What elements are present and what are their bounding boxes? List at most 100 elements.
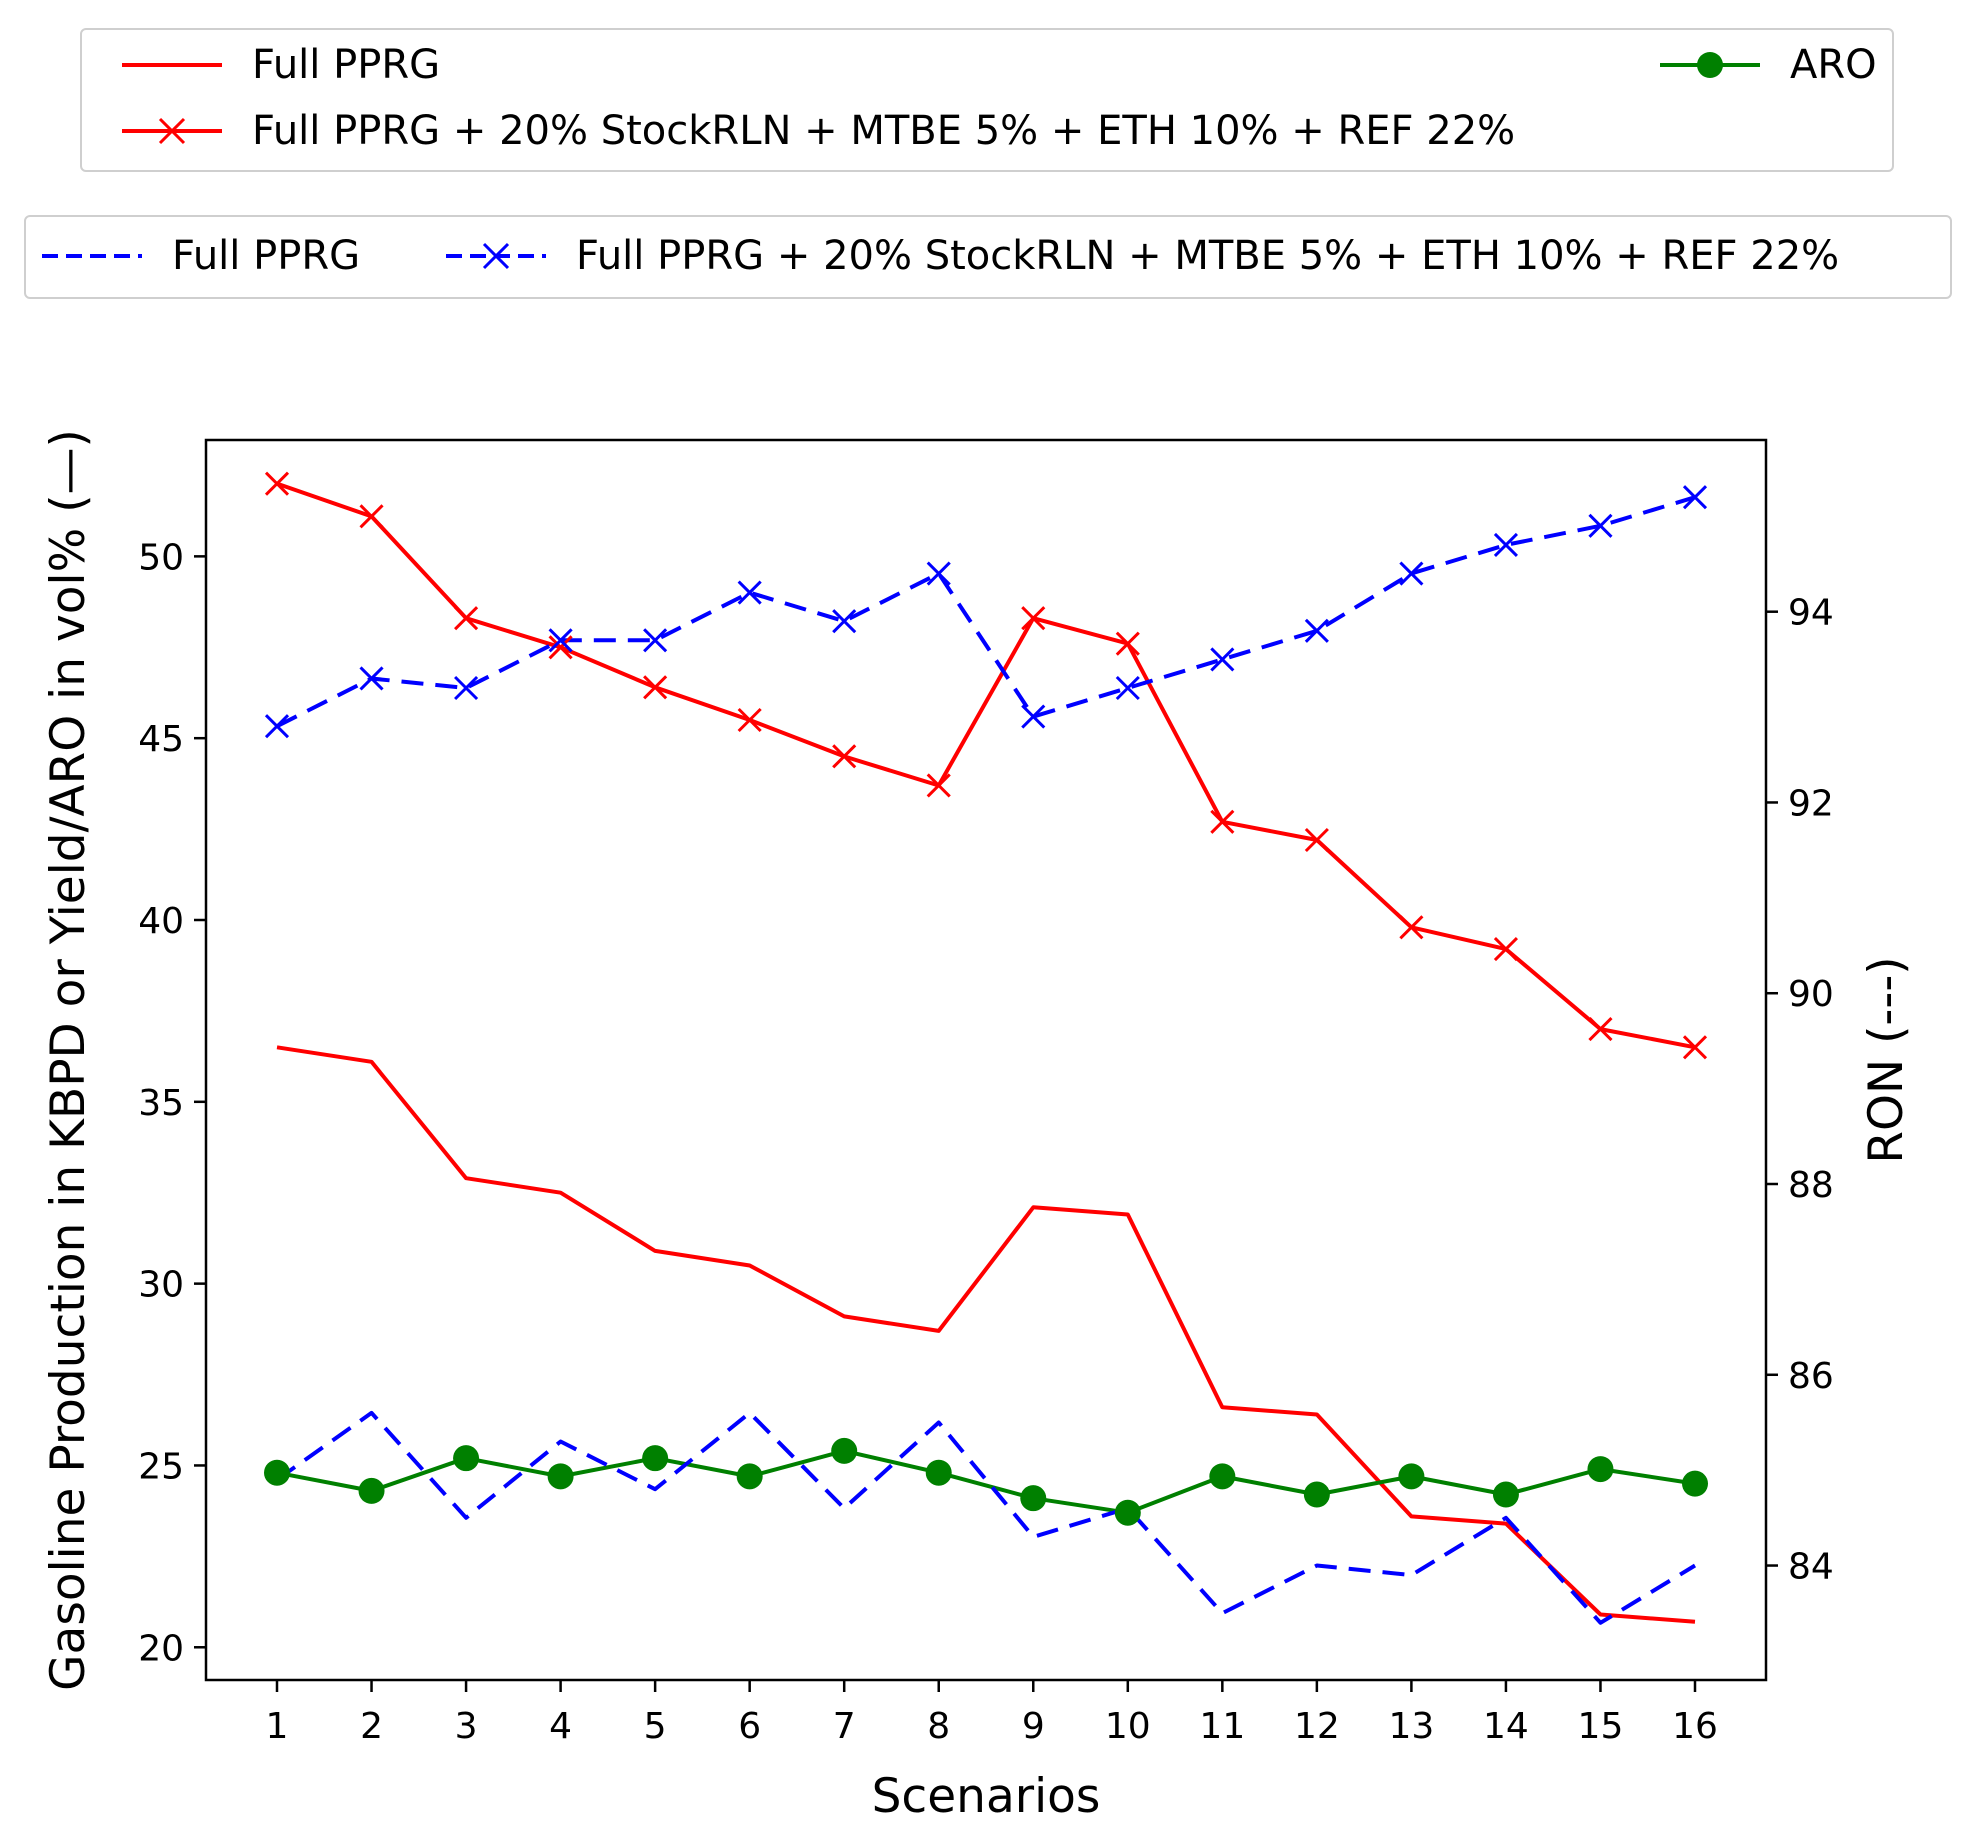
legend-swatch-red-solid [122,63,222,67]
y-left-tick-label: 45 [138,719,184,760]
series-lines [275,481,1697,1625]
series-2-marker-circle [547,1463,574,1490]
series-1-marker-x [454,606,479,631]
series-line-3 [275,1410,1697,1625]
x-tick-label: 8 [927,1706,950,1747]
series-1-marker-x [926,773,951,798]
series-4-marker-x [1210,647,1235,672]
x-tick-label: 4 [549,1706,572,1747]
series-1-marker-x [1399,915,1424,940]
series-1-marker-x [1021,606,1046,631]
series-4-marker-x [454,675,479,701]
y-left-tick-label: 30 [138,1265,184,1306]
series-2-marker-circle [736,1463,763,1490]
series-2-marker-circle [1398,1463,1425,1490]
legend-label: Full PPRG [252,42,441,88]
legend-label: Full PPRG + 20% StockRLN + MTBE 5% + ETH… [576,233,1840,279]
series-1-marker-x [1210,809,1235,834]
x-tick-label: 3 [455,1706,478,1747]
series-2-marker-circle [1587,1456,1614,1483]
series-2-marker-circle [642,1445,669,1472]
series-4-marker-x [1682,485,1708,510]
series-4-marker-x [1399,561,1424,586]
y-right-tick-label: 94 [1788,593,1834,634]
series-line-4 [276,495,1696,728]
series-4-marker-x [737,580,762,605]
y-left-tick-label: 50 [138,537,184,578]
legend-left-axis: Full PPRG Full PPRG + 20% StockRLN + MTB… [80,28,1894,172]
y-right-tick-label: 86 [1788,1356,1834,1397]
x-tick-label: 10 [1105,1706,1151,1747]
legend-label: ARO [1790,42,1877,88]
plot-area-frame [204,438,1768,1682]
y-right-tick-label: 92 [1788,783,1834,824]
series-2-marker-circle [831,1437,858,1464]
series-1-marker-x [264,471,290,496]
x-axis-label: Scenarios [872,1769,1101,1824]
series-1-marker-x [1304,827,1329,853]
series-1-marker-x [1115,631,1140,656]
legend-entry-blue-x: Full PPRG + 20% StockRLN + MTBE 5% + ETH… [446,233,1839,279]
series-1-marker-x [548,635,573,660]
series-markers [264,471,1708,1526]
series-2-marker-circle [1682,1470,1708,1497]
series-4-marker-x [1304,618,1329,643]
series-1-marker-x [643,675,668,700]
x-tick-label: 15 [1578,1706,1624,1747]
series-4-marker-x [926,561,951,586]
legend-entry-red-solid: Full PPRG [122,42,440,88]
series-4-marker-x [264,714,290,739]
legend-label: Full PPRG [172,233,361,279]
series-line-2 [276,1448,1696,1515]
series-2-marker-circle [1020,1485,1047,1512]
legend-entry-red-x: Full PPRG + 20% StockRLN + MTBE 5% + ETH… [122,108,1515,154]
series-4-marker-x [643,628,668,653]
legend-entry-blue-dashed: Full PPRG [42,233,360,279]
legend-label: Full PPRG + 20% StockRLN + MTBE 5% + ETH… [252,108,1516,154]
series-1-marker-x [1493,937,1518,962]
legend-swatch-blue-dashed [42,254,142,258]
legend-right-axis: Full PPRG Full PPRG + 20% StockRLN + MTB… [24,215,1952,299]
y-right-tick-label: 88 [1788,1165,1834,1206]
y-left-axis-ticks: 20 25 30 35 40 45 50 [138,537,206,1669]
y-right-tick-label: 90 [1788,974,1834,1015]
x-tick-label: 9 [1022,1706,1045,1747]
x-tick-label: 5 [644,1706,667,1747]
x-tick-label: 11 [1199,1706,1245,1747]
legend-swatch-blue-x [446,242,546,270]
y-left-tick-label: 20 [138,1628,184,1669]
series-2-marker-circle [358,1477,385,1504]
y-left-axis-label: Gasoline Production in KBPD or Yield/ARO… [41,429,96,1691]
series-4-marker-x [832,609,857,634]
series-1-marker-x [359,504,384,529]
series-2-marker-circle [925,1459,952,1486]
series-1-marker-x [832,744,857,769]
x-tick-label: 14 [1483,1706,1529,1747]
legend-swatch-red-x [122,117,222,145]
x-tick-label: 1 [266,1706,289,1747]
x-tick-label: 7 [833,1706,856,1747]
y-left-tick-label: 35 [138,1083,184,1124]
x-tick-label: 2 [360,1706,383,1747]
series-1-marker-x [737,707,762,733]
legend-entry-green-circle: ARO [1660,42,1877,88]
series-4-marker-x [1115,675,1140,701]
x-tick-label: 16 [1672,1706,1718,1747]
y-left-tick-label: 40 [138,901,184,942]
series-2-marker-circle [1209,1463,1236,1490]
series-2-marker-circle [453,1445,480,1472]
series-2-marker-circle [1492,1481,1519,1508]
y-right-axis-ticks: 84 86 88 90 92 94 [1766,593,1834,1588]
series-1-marker-x [1588,1017,1613,1042]
y-right-tick-label: 84 [1788,1547,1834,1588]
series-line-1 [276,481,1696,1050]
series-2-marker-circle [1303,1481,1330,1508]
series-4-marker-x [1021,704,1046,729]
y-right-axis-label: RON (---) [1859,956,1914,1163]
x-tick-label: 12 [1294,1706,1340,1747]
series-4-marker-x [548,628,573,653]
series-1-marker-x [1682,1035,1708,1060]
series-2-marker-circle [1114,1499,1141,1526]
x-tick-label: 6 [738,1706,761,1747]
